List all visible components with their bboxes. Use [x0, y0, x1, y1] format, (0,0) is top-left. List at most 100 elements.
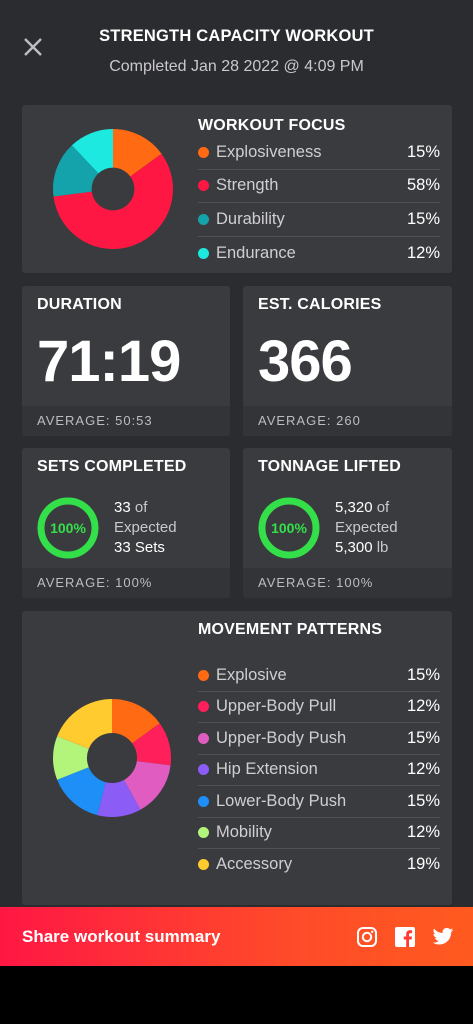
- page-title: STRENGTH CAPACITY WORKOUT: [99, 27, 374, 45]
- legend-label: Explosiveness: [216, 142, 322, 161]
- twitter-icon[interactable]: [432, 926, 454, 948]
- legend-item-lower-body-push: Lower-Body Push 15%: [198, 786, 440, 818]
- sets-progress-ring: [37, 497, 99, 559]
- system-navigation-area: [0, 966, 473, 1024]
- legend-item-explosive: Explosive 15%: [198, 660, 440, 692]
- movement-patterns-slice-lower-body-push: [57, 767, 106, 816]
- duration-average: AVERAGE: 50:53: [22, 406, 230, 436]
- legend-item-upper-body-pull: Upper-Body Pull 12%: [198, 692, 440, 723]
- share-workout-label[interactable]: Share workout summary: [22, 927, 221, 946]
- duration-card: DURATION 71:19 AVERAGE: 50:53: [22, 286, 230, 436]
- legend-dot: [198, 764, 209, 776]
- movement-patterns-legend: Explosive 15% Upper-Body Pull 12% Upper-Bo…: [198, 660, 440, 881]
- sets-ring-fill: [37, 497, 99, 559]
- legend-label: Strength: [216, 176, 279, 195]
- legend-item-upper-body-push: Upper-Body Push 15%: [198, 723, 440, 755]
- workout-focus-title: WORKOUT FOCUS: [198, 117, 346, 134]
- sets-expected-label: Expected: [114, 519, 177, 536]
- legend-percent: 15%: [406, 209, 440, 228]
- duration-title: DURATION: [37, 296, 122, 313]
- sets-ring-label: 100%: [50, 520, 86, 536]
- movement-patterns-slice-accessory: [57, 699, 112, 749]
- legend-label: Accessory: [216, 855, 293, 874]
- legend-dot: [198, 795, 209, 807]
- tonnage-count: 5,320: [335, 499, 373, 516]
- sets-average: AVERAGE: 100%: [22, 568, 230, 598]
- legend-label: Hip Extension: [216, 760, 318, 779]
- sets-progress-text: 33 of Expected 33 Sets: [114, 498, 177, 558]
- legend-label: Explosive: [216, 665, 287, 684]
- tonnage-ring-label: 100%: [271, 520, 307, 536]
- legend-dot: [198, 732, 209, 744]
- tonnage-lifted-card: TONNAGE LIFTED 100% 5,320 of Expected 5,…: [243, 448, 452, 598]
- workout-focus-legend: Explosiveness 15% Strength 58% Durability 1…: [198, 136, 440, 270]
- legend-label: Endurance: [216, 243, 296, 262]
- legend-item-hip-extension: Hip Extension 12%: [198, 755, 440, 786]
- duration-value: 71:19: [37, 329, 181, 394]
- workout-focus-card: WORKOUT FOCUS Explosiveness 15% Strength 5…: [22, 105, 452, 273]
- legend-label: Lower-Body Push: [216, 791, 347, 810]
- legend-percent: 12%: [406, 243, 440, 262]
- header: STRENGTH CAPACITY WORKOUT Completed Jan …: [0, 0, 473, 100]
- legend-item-explosiveness: Explosiveness 15%: [198, 136, 440, 170]
- close-icon[interactable]: [20, 34, 46, 60]
- calories-card: EST. CALORIES 366 AVERAGE: 260: [243, 286, 452, 436]
- calories-average: AVERAGE: 260: [243, 406, 452, 436]
- workout-focus-donut-chart: [53, 129, 173, 249]
- movement-patterns-slice-mobility: [53, 736, 89, 780]
- calories-value: 366: [258, 329, 353, 394]
- legend-dot: [198, 701, 209, 713]
- legend-percent: 15%: [406, 791, 440, 810]
- movement-patterns-title: MOVEMENT PATTERNS: [198, 621, 383, 638]
- tonnage-expected-value: 5,300: [335, 539, 373, 556]
- sets-title: SETS COMPLETED: [37, 458, 187, 475]
- legend-label: Mobility: [216, 823, 272, 842]
- legend-dot: [198, 859, 209, 871]
- legend-percent: 12%: [406, 697, 440, 716]
- legend-dot: [198, 827, 209, 839]
- sets-expected-value: 33 Sets: [114, 539, 165, 556]
- sets-of: of: [134, 499, 148, 516]
- completed-date: Completed Jan 28 2022 @ 4:09 PM: [109, 58, 364, 75]
- workout-focus-slice-endurance: [71, 129, 113, 174]
- tonnage-of: of: [376, 499, 390, 516]
- calories-title: EST. CALORIES: [258, 296, 382, 313]
- tonnage-title: TONNAGE LIFTED: [258, 458, 401, 475]
- legend-percent: 12%: [406, 760, 440, 779]
- workout-focus-slice-explosiveness: [113, 129, 162, 177]
- workout-focus-slice-durability: [53, 145, 99, 197]
- legend-percent: 15%: [406, 665, 440, 684]
- legend-item-accessory: Accessory 19%: [198, 849, 440, 881]
- movement-patterns-slice-explosive: [112, 699, 160, 744]
- legend-percent: 15%: [406, 728, 440, 747]
- instagram-icon[interactable]: [356, 926, 378, 948]
- movement-patterns-slice-upper-body-push: [124, 761, 171, 810]
- legend-label: Upper-Body Pull: [216, 697, 337, 716]
- legend-item-durability: Durability 15%: [198, 203, 440, 237]
- legend-dot: [198, 669, 209, 681]
- tonnage-average: AVERAGE: 100%: [243, 568, 452, 598]
- sets-completed-card: SETS COMPLETED 100% 33 of Expected 33 Se…: [22, 448, 230, 598]
- facebook-icon[interactable]: [394, 926, 416, 948]
- tonnage-progress-ring: [258, 497, 320, 559]
- sets-count: 33: [114, 499, 131, 516]
- tonnage-progress-text: 5,320 of Expected 5,300 lb: [335, 498, 398, 558]
- movement-patterns-slice-upper-body-pull: [132, 723, 171, 766]
- tonnage-ring-fill: [258, 497, 320, 559]
- legend-percent: 58%: [406, 176, 440, 195]
- legend-label: Durability: [216, 209, 285, 228]
- legend-percent: 12%: [406, 823, 440, 842]
- legend-item-strength: Strength 58%: [198, 170, 440, 203]
- tonnage-expected-label: Expected: [335, 519, 398, 536]
- movement-patterns-card: MOVEMENT PATTERNS Explosive 15% Upper-Bod…: [22, 611, 452, 905]
- legend-dot: [198, 180, 209, 192]
- tonnage-unit: lb: [376, 539, 389, 556]
- share-workout-bar[interactable]: Share workout summary: [0, 907, 473, 966]
- legend-item-endurance: Endurance 12%: [198, 237, 440, 271]
- legend-dot: [198, 213, 209, 225]
- legend-label: Upper-Body Push: [216, 728, 347, 747]
- legend-percent: 19%: [406, 855, 440, 874]
- movement-patterns-slice-hip-extension: [97, 779, 141, 817]
- movement-patterns-donut-chart: [53, 699, 171, 817]
- legend-item-mobility: Mobility 12%: [198, 818, 440, 849]
